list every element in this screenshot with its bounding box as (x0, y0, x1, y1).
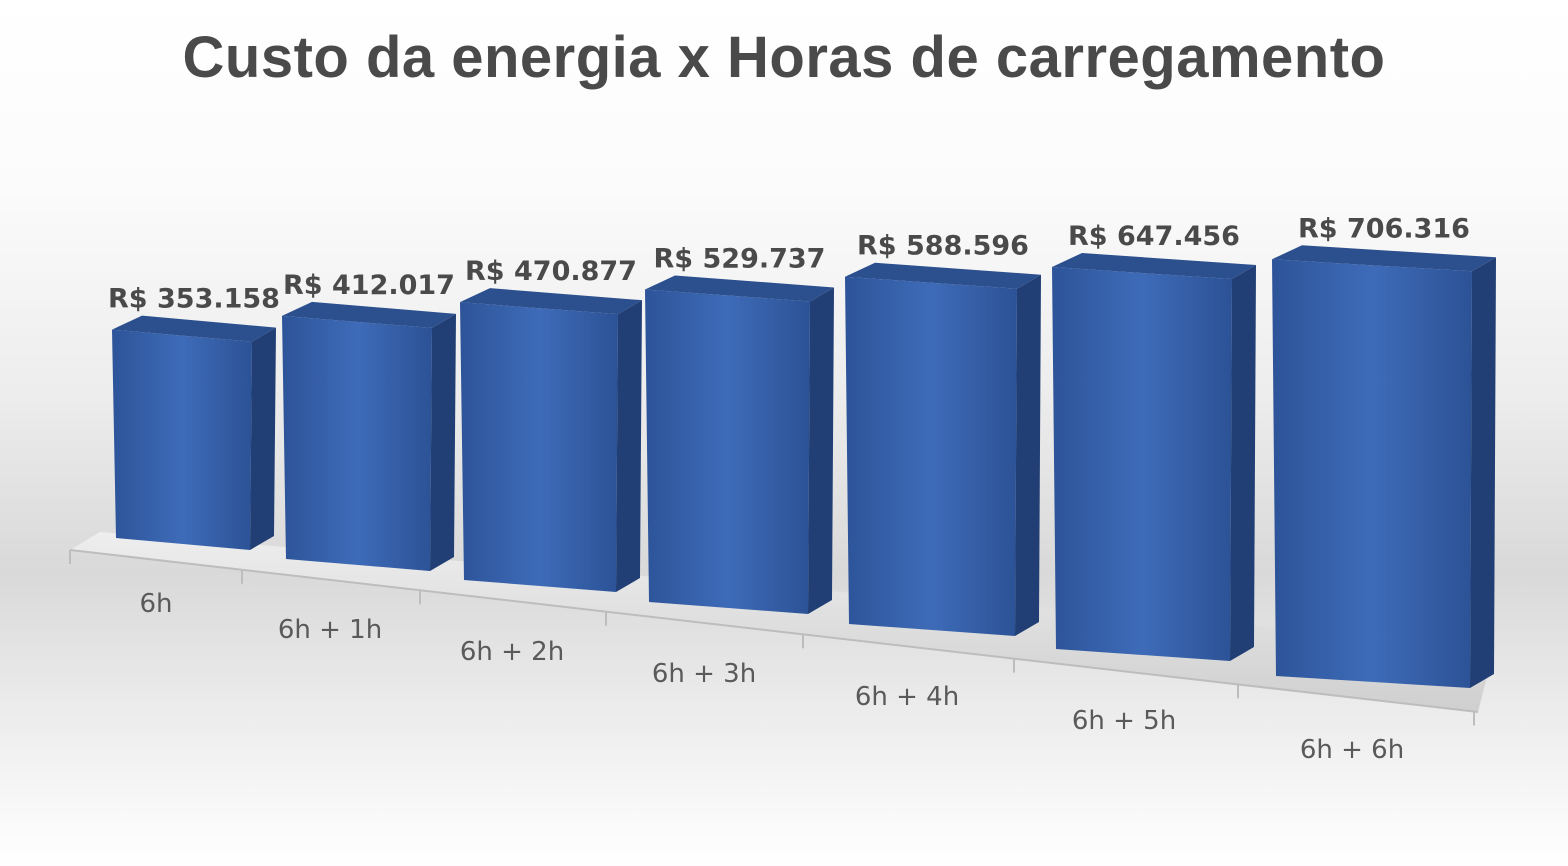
value-label-2: R$ 412.017 (283, 270, 455, 301)
bar-front-face (1272, 259, 1472, 688)
category-label-4: 6h + 3h (652, 659, 756, 689)
bar-side-face (808, 287, 834, 614)
floor-platform (70, 532, 1495, 712)
bar-front-face (282, 315, 432, 571)
bar-1 (112, 315, 276, 550)
bar-front-face (112, 329, 252, 550)
bar-top-face (460, 288, 642, 315)
value-label-7: R$ 706.316 (1298, 213, 1470, 244)
bar-side-face (1470, 257, 1496, 688)
value-label-6: R$ 647.456 (1068, 221, 1240, 252)
bar-front-face (645, 289, 810, 614)
bar-side-face (1015, 274, 1041, 636)
bar-side-face (1230, 265, 1256, 661)
value-label-4: R$ 529.737 (654, 243, 826, 274)
category-label-3: 6h + 2h (460, 637, 564, 667)
category-label-1: 6h (139, 589, 172, 619)
bar-7 (1272, 245, 1496, 688)
bar-top-face (1272, 245, 1496, 272)
category-label-5: 6h + 4h (855, 682, 959, 712)
value-label-3: R$ 470.877 (465, 256, 637, 287)
category-label-7: 6h + 6h (1300, 735, 1404, 765)
bar-top-face (112, 315, 276, 342)
bar-6 (1052, 253, 1256, 661)
bar-5 (845, 262, 1041, 636)
bar-front-face (460, 302, 618, 592)
category-label-2: 6h + 1h (278, 615, 382, 645)
bar-top-face (1052, 253, 1256, 280)
bar-top-face (845, 262, 1041, 289)
bar-side-face (250, 327, 276, 550)
bar-top-face (645, 275, 834, 302)
bar-3 (460, 288, 642, 592)
bar-front-face (845, 276, 1017, 636)
bar-2 (282, 301, 456, 571)
value-label-5: R$ 588.596 (857, 231, 1029, 262)
chart-title: Custo da energia x Horas de carregamento (182, 25, 1386, 90)
category-axis-line (69, 549, 1479, 713)
bar-top-face (282, 301, 456, 328)
value-label-1: R$ 353.158 (108, 284, 280, 315)
bar-side-face (616, 300, 642, 592)
bar-side-face (430, 313, 456, 571)
category-label-6: 6h + 5h (1072, 706, 1176, 736)
bar-front-face (1052, 267, 1232, 661)
bar-4 (645, 275, 834, 614)
